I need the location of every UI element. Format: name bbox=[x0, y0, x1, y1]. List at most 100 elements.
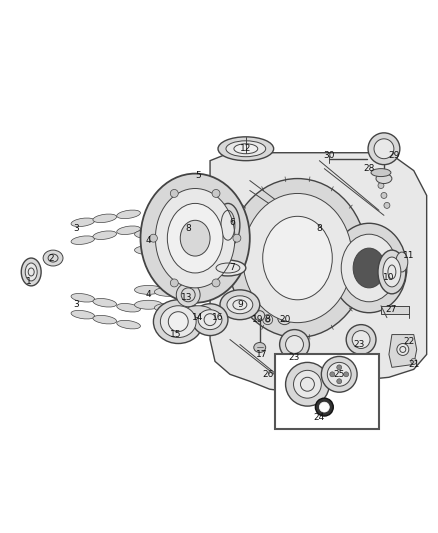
Ellipse shape bbox=[155, 243, 182, 252]
Ellipse shape bbox=[134, 246, 162, 255]
Ellipse shape bbox=[117, 303, 141, 312]
Ellipse shape bbox=[220, 290, 260, 320]
Text: 5: 5 bbox=[195, 171, 201, 180]
Ellipse shape bbox=[281, 314, 289, 321]
Bar bbox=[275, 354, 379, 429]
Text: 14: 14 bbox=[192, 313, 204, 322]
Ellipse shape bbox=[353, 248, 385, 288]
Ellipse shape bbox=[255, 311, 265, 321]
Text: 3: 3 bbox=[73, 224, 79, 233]
Ellipse shape bbox=[71, 218, 95, 227]
Text: 20: 20 bbox=[279, 315, 290, 324]
Text: 23: 23 bbox=[289, 353, 300, 362]
Text: 9: 9 bbox=[237, 300, 243, 309]
Ellipse shape bbox=[176, 283, 200, 307]
Ellipse shape bbox=[25, 263, 37, 281]
Ellipse shape bbox=[378, 250, 406, 294]
Text: 13: 13 bbox=[180, 293, 192, 302]
Ellipse shape bbox=[278, 311, 292, 325]
Ellipse shape bbox=[293, 370, 321, 398]
Ellipse shape bbox=[228, 179, 367, 337]
Circle shape bbox=[222, 192, 228, 198]
Text: 16: 16 bbox=[212, 313, 224, 322]
Text: 3: 3 bbox=[73, 300, 79, 309]
Ellipse shape bbox=[286, 362, 329, 406]
Circle shape bbox=[170, 189, 178, 197]
Text: 28: 28 bbox=[364, 164, 375, 173]
Circle shape bbox=[265, 317, 270, 322]
Ellipse shape bbox=[192, 304, 228, 336]
Circle shape bbox=[183, 223, 193, 233]
Circle shape bbox=[314, 223, 324, 233]
Ellipse shape bbox=[227, 296, 253, 314]
Ellipse shape bbox=[286, 336, 304, 353]
Polygon shape bbox=[389, 335, 417, 367]
Ellipse shape bbox=[210, 260, 246, 276]
Circle shape bbox=[217, 182, 223, 189]
Ellipse shape bbox=[174, 240, 202, 248]
Circle shape bbox=[315, 398, 333, 416]
Circle shape bbox=[186, 226, 191, 231]
Circle shape bbox=[317, 226, 322, 231]
Ellipse shape bbox=[117, 210, 141, 219]
Ellipse shape bbox=[167, 204, 223, 273]
Text: 25: 25 bbox=[334, 370, 345, 379]
Circle shape bbox=[337, 365, 342, 370]
Circle shape bbox=[212, 279, 220, 287]
Text: 17: 17 bbox=[256, 350, 268, 359]
Text: 15: 15 bbox=[170, 330, 181, 339]
Ellipse shape bbox=[198, 310, 222, 329]
Ellipse shape bbox=[71, 236, 95, 245]
Circle shape bbox=[227, 203, 233, 208]
Ellipse shape bbox=[93, 214, 117, 223]
Text: 8: 8 bbox=[185, 224, 191, 233]
Text: 10: 10 bbox=[383, 273, 395, 282]
Ellipse shape bbox=[168, 312, 188, 332]
Text: 2: 2 bbox=[48, 254, 54, 263]
Ellipse shape bbox=[174, 307, 202, 316]
Ellipse shape bbox=[174, 289, 202, 298]
Ellipse shape bbox=[141, 174, 250, 303]
Circle shape bbox=[397, 343, 409, 356]
Ellipse shape bbox=[327, 362, 351, 386]
Circle shape bbox=[374, 139, 394, 159]
Ellipse shape bbox=[134, 300, 162, 309]
Ellipse shape bbox=[160, 306, 196, 337]
Ellipse shape bbox=[43, 250, 63, 266]
Ellipse shape bbox=[184, 306, 212, 318]
Ellipse shape bbox=[376, 174, 392, 183]
Circle shape bbox=[381, 192, 387, 198]
Ellipse shape bbox=[396, 252, 408, 272]
Text: 23: 23 bbox=[353, 340, 365, 349]
Ellipse shape bbox=[279, 329, 309, 359]
Ellipse shape bbox=[93, 231, 117, 239]
Ellipse shape bbox=[71, 294, 95, 302]
Ellipse shape bbox=[93, 316, 117, 324]
Text: 4: 4 bbox=[146, 290, 151, 300]
Ellipse shape bbox=[155, 228, 182, 237]
Text: 22: 22 bbox=[403, 337, 414, 346]
Text: 8: 8 bbox=[317, 224, 322, 233]
Text: 8: 8 bbox=[265, 315, 271, 324]
Text: 4: 4 bbox=[146, 236, 151, 245]
Ellipse shape bbox=[134, 285, 162, 294]
Text: 7: 7 bbox=[229, 263, 235, 272]
Ellipse shape bbox=[346, 325, 376, 354]
Ellipse shape bbox=[117, 320, 141, 329]
Text: 1: 1 bbox=[26, 277, 32, 286]
Text: 24: 24 bbox=[314, 413, 325, 422]
Circle shape bbox=[384, 203, 390, 208]
Ellipse shape bbox=[331, 223, 407, 313]
Ellipse shape bbox=[155, 189, 235, 288]
Circle shape bbox=[378, 182, 384, 189]
Ellipse shape bbox=[180, 220, 210, 256]
Ellipse shape bbox=[218, 137, 274, 160]
Ellipse shape bbox=[341, 234, 397, 302]
Ellipse shape bbox=[71, 310, 95, 319]
Ellipse shape bbox=[254, 343, 266, 352]
Ellipse shape bbox=[21, 258, 41, 286]
Ellipse shape bbox=[117, 226, 141, 235]
Text: 11: 11 bbox=[403, 251, 414, 260]
Circle shape bbox=[149, 234, 157, 242]
Circle shape bbox=[170, 279, 178, 287]
